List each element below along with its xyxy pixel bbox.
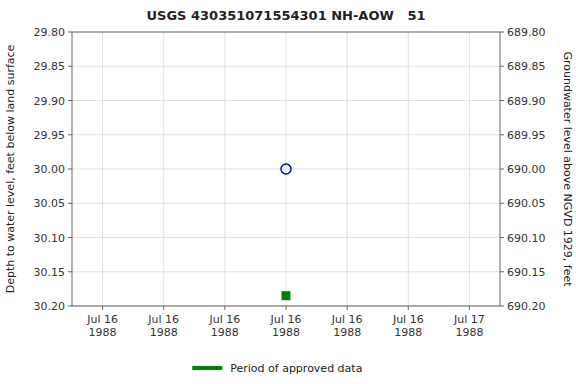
y-tick-label: 30.10: [34, 232, 66, 245]
x-tick-label-line: 1988: [150, 326, 178, 339]
y2-tick-label: 689.80: [507, 26, 546, 39]
y2-tick: [500, 134, 504, 135]
y-tick: [68, 100, 72, 101]
x-tick-label-line: 1988: [211, 326, 239, 339]
x-grid-line: [163, 32, 164, 306]
x-tick-label: Jul 161988: [147, 313, 179, 339]
y2-tick: [500, 306, 504, 307]
x-tick-label: Jul 161988: [86, 313, 118, 339]
y2-tick: [500, 32, 504, 33]
y2-tick: [500, 66, 504, 67]
y-tick: [68, 306, 72, 307]
x-tick: [408, 306, 409, 310]
y-tick: [68, 271, 72, 272]
square-point: [282, 292, 290, 300]
x-tick-label-line: Jul 16: [331, 313, 363, 326]
legend-swatch: [192, 366, 222, 370]
y-tick-label: 30.05: [34, 197, 66, 210]
x-tick: [286, 306, 287, 310]
y-tick: [68, 169, 72, 170]
x-tick-label-line: Jul 16: [208, 313, 240, 326]
x-grid-line: [408, 32, 409, 306]
chart-title: USGS 430351071554301 NH-AOW 51: [147, 8, 426, 23]
y-tick: [68, 66, 72, 67]
x-tick-label-line: 1988: [455, 326, 483, 339]
y2-tick: [500, 237, 504, 238]
x-grid-line: [347, 32, 348, 306]
y2-tick-label: 689.85: [507, 60, 546, 73]
x-tick-label-line: Jul 16: [86, 313, 118, 326]
y2-axis-label: Groundwater level above NGVD 1929, feet: [561, 51, 574, 287]
y-tick-label: 29.90: [34, 95, 66, 108]
legend: Period of approved data: [192, 362, 362, 375]
x-tick: [163, 306, 164, 310]
y-tick-label: 30.15: [34, 266, 66, 279]
x-tick: [347, 306, 348, 310]
plot-frame: [72, 32, 500, 306]
y2-tick-label: 690.15: [507, 266, 546, 279]
y-tick: [68, 134, 72, 135]
x-tick-label-line: Jul 16: [270, 313, 302, 326]
y-tick: [68, 32, 72, 33]
x-tick: [469, 306, 470, 310]
x-tick-label-line: Jul 16: [392, 313, 424, 326]
y2-tick-label: 690.20: [507, 300, 546, 313]
x-grid-line: [286, 32, 287, 306]
y2-tick: [500, 203, 504, 204]
y-tick: [68, 203, 72, 204]
y2-tick: [500, 100, 504, 101]
x-tick-label-line: 1988: [333, 326, 361, 339]
y-tick-label: 30.20: [34, 300, 66, 313]
x-tick-label: Jul 171988: [453, 313, 485, 339]
legend-label: Period of approved data: [230, 362, 362, 375]
y-tick-label: 30.00: [34, 163, 66, 176]
x-tick-label: Jul 161988: [331, 313, 363, 339]
x-tick-label-line: 1988: [272, 326, 300, 339]
y2-tick-label: 690.10: [507, 232, 546, 245]
x-grid-line: [469, 32, 470, 306]
axes: 29.80 29.85 29.90 29.95 30.00 30.05 30.10 30.15…: [34, 26, 546, 339]
chart-svg: 29.80 29.85 29.90 29.95 30.00 30.05 30.10 30.15…: [0, 0, 576, 384]
y2-tick-label: 689.90: [507, 95, 546, 108]
x-tick-label-line: Jul 17: [453, 313, 485, 326]
x-tick: [102, 306, 103, 310]
x-tick-label-line: 1988: [89, 326, 117, 339]
y2-tick-label: 690.05: [507, 197, 546, 210]
y2-tick: [500, 271, 504, 272]
x-tick-label-line: Jul 16: [147, 313, 179, 326]
y-tick: [68, 237, 72, 238]
y-tick-label: 29.95: [34, 129, 66, 142]
x-grid-line: [102, 32, 103, 306]
y-tick-label: 29.80: [34, 26, 66, 39]
x-tick: [224, 306, 225, 310]
grid: [72, 32, 500, 306]
marks: [281, 164, 291, 300]
x-tick-label: Jul 161988: [208, 313, 240, 339]
x-tick-label: Jul 161988: [270, 313, 302, 339]
x-tick-label-line: 1988: [394, 326, 422, 339]
y2-tick-label: 689.95: [507, 129, 546, 142]
y-tick-label: 29.85: [34, 60, 66, 73]
y2-tick-label: 690.00: [507, 163, 546, 176]
chart-container: 29.80 29.85 29.90 29.95 30.00 30.05 30.10 30.15…: [0, 0, 576, 384]
y2-tick: [500, 169, 504, 170]
x-grid-line: [224, 32, 225, 306]
y-axis-label: Depth to water level, feet below land su…: [4, 44, 17, 293]
x-tick-label: Jul 161988: [392, 313, 424, 339]
open-circle-point: [281, 164, 291, 174]
